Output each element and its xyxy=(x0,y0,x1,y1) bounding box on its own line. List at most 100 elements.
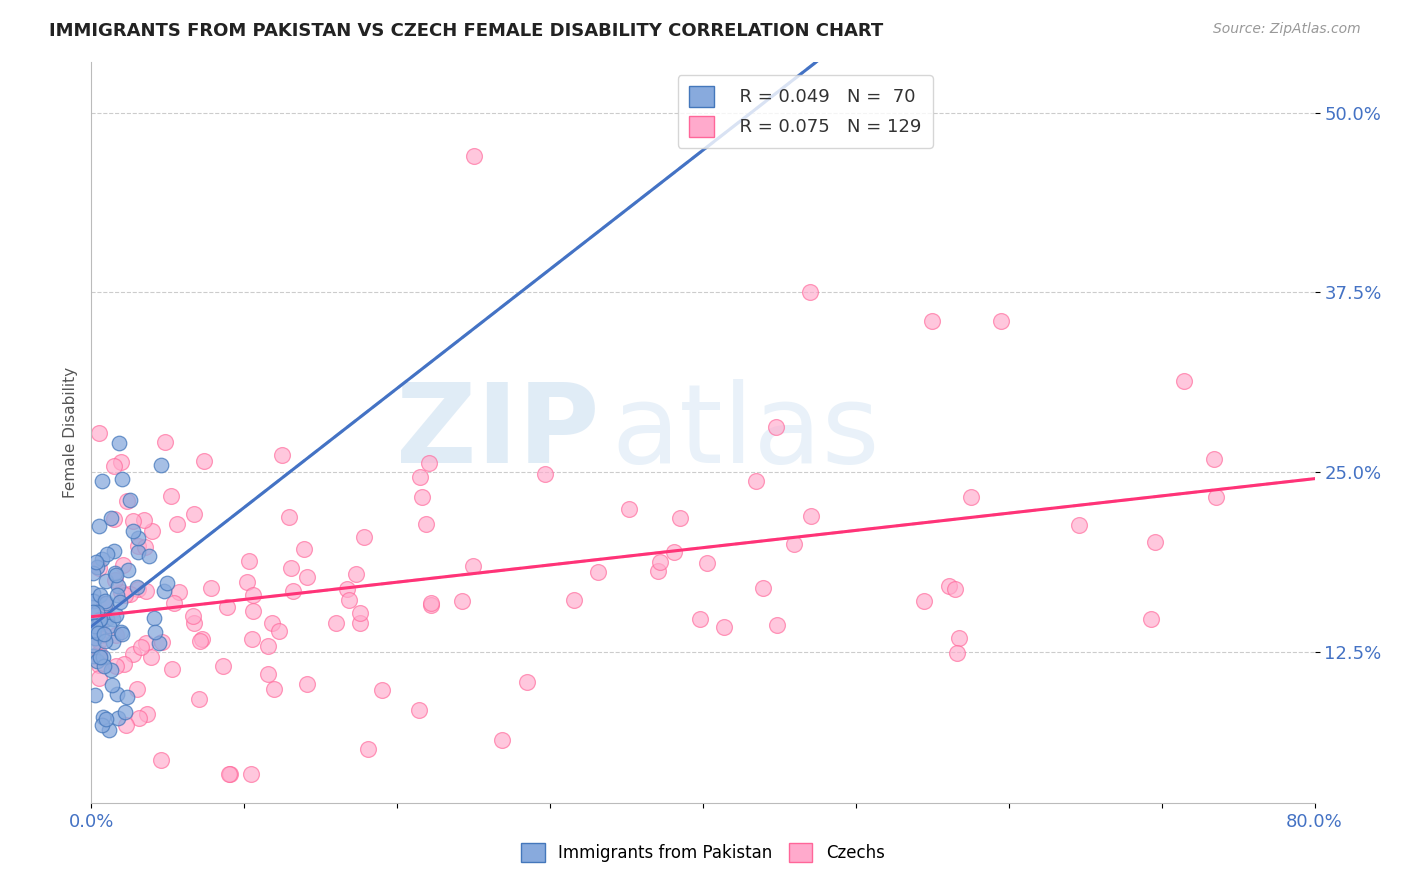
Point xyxy=(101,634,124,648)
Point xyxy=(107,579,129,593)
Point xyxy=(946,646,969,660)
Point xyxy=(648,555,671,569)
Point xyxy=(89,657,111,672)
Point xyxy=(127,580,149,594)
Point xyxy=(114,717,136,731)
Point xyxy=(420,596,443,610)
Point xyxy=(191,632,214,646)
Point xyxy=(103,612,125,626)
Point xyxy=(104,573,127,587)
Point xyxy=(156,575,179,590)
Point xyxy=(344,567,367,582)
Point xyxy=(115,690,138,705)
Point xyxy=(263,682,285,697)
Point xyxy=(765,617,787,632)
Text: IMMIGRANTS FROM PAKISTAN VS CZECH FEMALE DISABILITY CORRELATION CHART: IMMIGRANTS FROM PAKISTAN VS CZECH FEMALE… xyxy=(49,22,883,40)
Point xyxy=(87,626,110,640)
Point xyxy=(82,649,104,664)
Point xyxy=(800,508,823,523)
Point xyxy=(1204,452,1226,467)
Point xyxy=(89,588,111,602)
Point xyxy=(337,592,360,607)
Point xyxy=(103,543,125,558)
Point xyxy=(948,631,970,645)
Point xyxy=(921,314,943,328)
Point xyxy=(114,705,136,719)
Point xyxy=(83,631,105,645)
Point xyxy=(83,624,105,638)
Point xyxy=(82,638,104,652)
Point xyxy=(415,516,437,531)
Point xyxy=(325,616,347,631)
Point xyxy=(105,589,128,603)
Point xyxy=(86,654,108,668)
Point xyxy=(111,472,134,486)
Point xyxy=(215,600,238,615)
Text: Source: ZipAtlas.com: Source: ZipAtlas.com xyxy=(1213,22,1361,37)
Point xyxy=(82,605,104,619)
Point xyxy=(419,598,441,612)
Point xyxy=(117,493,139,508)
Point xyxy=(799,285,821,300)
Point xyxy=(938,579,960,593)
Point xyxy=(200,581,222,595)
Point xyxy=(280,561,302,575)
Point xyxy=(617,502,640,516)
Point xyxy=(93,658,115,673)
Point xyxy=(278,509,301,524)
Point xyxy=(90,628,112,642)
Point xyxy=(270,448,292,462)
Point xyxy=(257,666,280,681)
Point xyxy=(262,616,284,631)
Point xyxy=(188,634,211,648)
Point xyxy=(283,583,305,598)
Point xyxy=(110,625,132,640)
Point xyxy=(451,594,474,608)
Point xyxy=(183,615,205,630)
Point xyxy=(149,753,172,767)
Point xyxy=(349,615,371,630)
Point xyxy=(103,511,125,525)
Point xyxy=(94,596,117,610)
Point xyxy=(297,570,319,584)
Point xyxy=(181,608,204,623)
Point xyxy=(111,627,134,641)
Point xyxy=(82,586,104,600)
Point xyxy=(141,649,163,664)
Point xyxy=(134,635,156,649)
Y-axis label: Female Disability: Female Disability xyxy=(62,367,77,499)
Point xyxy=(117,563,139,577)
Point xyxy=(82,594,104,608)
Point xyxy=(713,620,735,634)
Point xyxy=(110,455,132,469)
Point xyxy=(97,723,120,738)
Point xyxy=(463,149,485,163)
Point xyxy=(128,711,150,725)
Point xyxy=(516,674,538,689)
Point xyxy=(162,662,184,676)
Point xyxy=(912,594,935,608)
Point xyxy=(91,474,114,488)
Point xyxy=(242,605,264,619)
Point xyxy=(586,565,609,579)
Point xyxy=(143,625,166,640)
Point xyxy=(105,687,128,701)
Point xyxy=(534,467,557,481)
Point xyxy=(134,540,156,554)
Point xyxy=(87,649,110,664)
Point xyxy=(125,682,148,697)
Point xyxy=(87,646,110,660)
Point xyxy=(94,594,117,608)
Point xyxy=(167,585,190,599)
Point xyxy=(96,612,118,626)
Point xyxy=(647,564,669,578)
Point xyxy=(91,551,114,566)
Point xyxy=(94,633,117,648)
Point xyxy=(689,612,711,626)
Point xyxy=(114,588,136,602)
Point xyxy=(188,692,211,706)
Point xyxy=(83,618,105,632)
Point xyxy=(292,541,315,556)
Point xyxy=(1144,535,1167,549)
Point xyxy=(257,639,280,653)
